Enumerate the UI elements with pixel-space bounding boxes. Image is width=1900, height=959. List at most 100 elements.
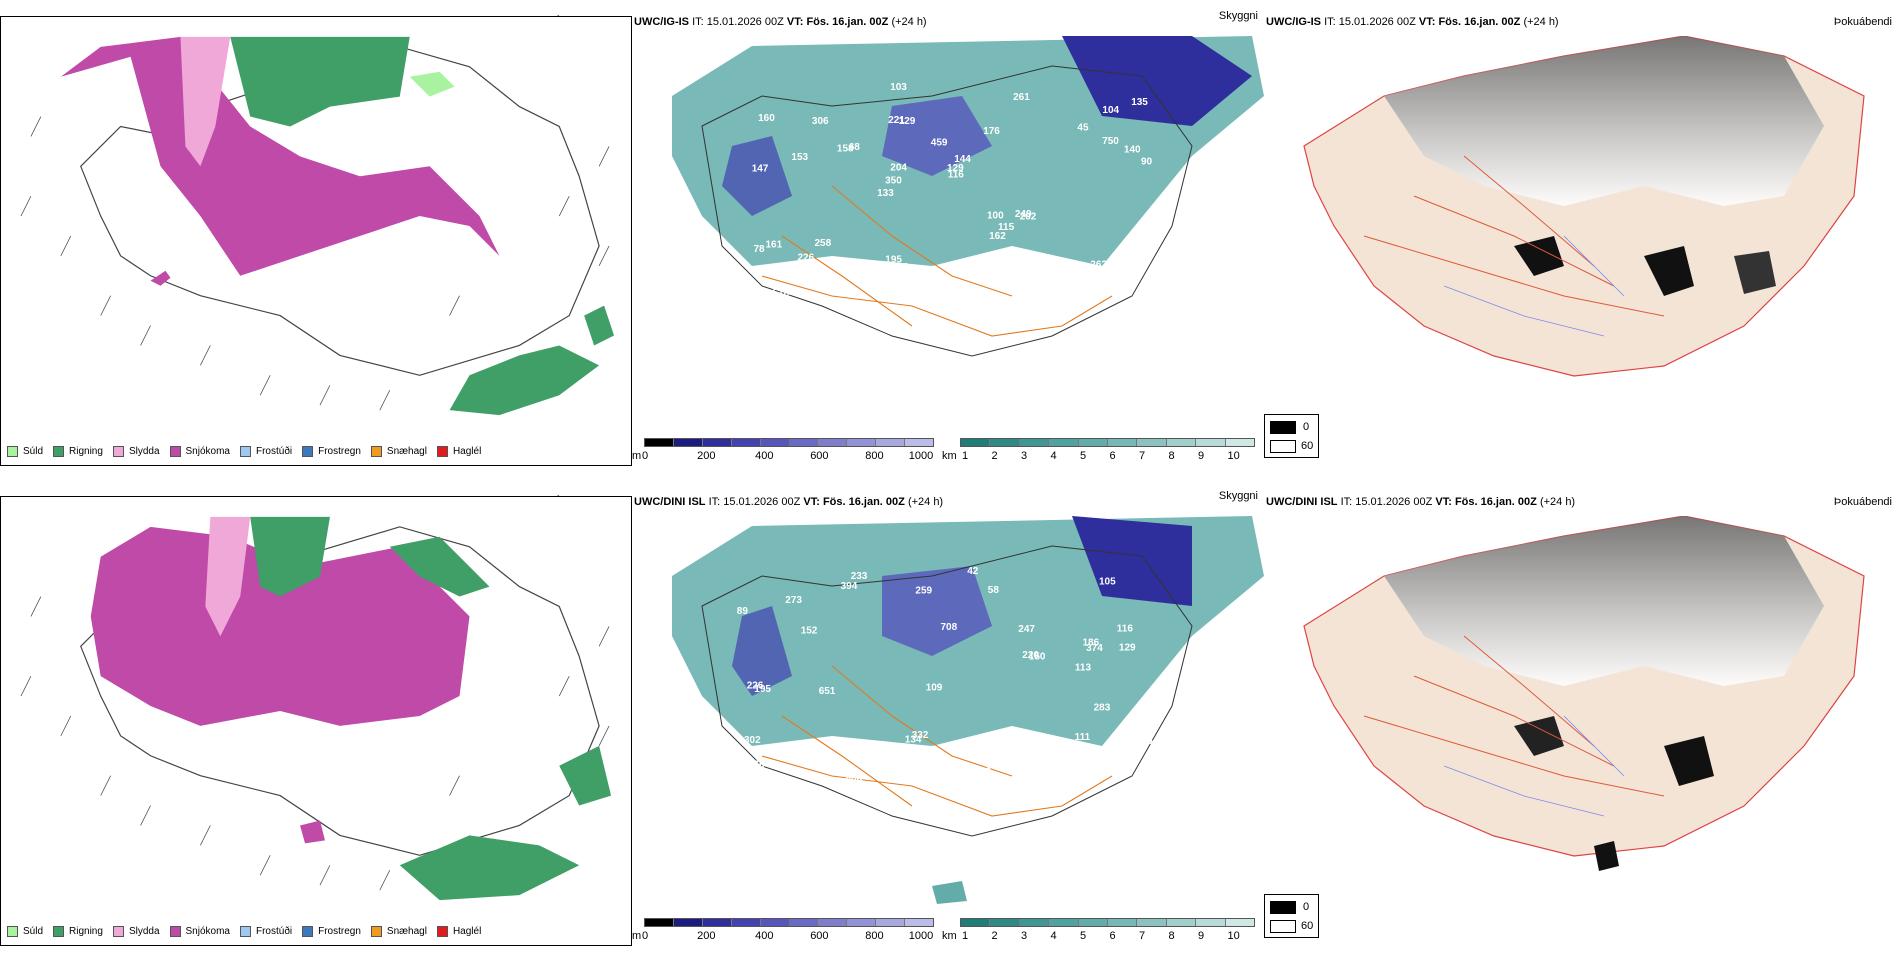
forecast-row-2: UWC/DINI ISL IT: 15.01.2026 00Z VT: Fös.…	[0, 490, 1900, 959]
forecast-row-1: UWC/IG-IS IT: 15.01.2026 00Z VT: Fös. 16…	[0, 10, 1900, 479]
panel-type-label: Skyggni	[1218, 490, 1258, 502]
ceiling-value-label: 366	[748, 760, 765, 771]
it-value: 15.01.2026 00Z	[706, 16, 784, 28]
ceiling-value-label: 273	[785, 595, 802, 606]
legend-item-suld: Súld	[7, 446, 43, 457]
it-label: IT:	[1340, 496, 1353, 508]
ceiling-value-label: 374	[1086, 643, 1103, 654]
visibility-bar	[960, 438, 1255, 447]
legend-swatch	[302, 926, 314, 937]
fog-panel: UWC/DINI ISL IT: 15.01.2026 00Z VT: Fös.…	[1264, 494, 1896, 944]
ceiling-value-label: 283	[1094, 703, 1111, 714]
ceiling-value-label: 115	[998, 222, 1015, 233]
ceiling-value-label: 319	[842, 741, 859, 752]
ceiling-value-label: 221	[888, 115, 905, 126]
ceiling-colorbar: m 0 200 400 600 800 1000	[632, 916, 934, 950]
vt-value: Fös. 16.jan. 00Z	[806, 16, 889, 28]
fog-map[interactable]	[1264, 516, 1896, 926]
ceiling-value-label: 181	[1112, 742, 1129, 753]
fog-legend-max: 60	[1301, 440, 1314, 452]
legend-item-suld: Súld	[7, 926, 43, 937]
legend-item-frostudi: Frostúði	[239, 926, 292, 937]
visibility-unit: km	[942, 450, 957, 462]
it-value: 15.01.2026 00Z	[1355, 496, 1433, 508]
lead-time: (+24 h)	[891, 16, 927, 28]
ceiling-value-label: 100	[987, 210, 1004, 221]
ceiling-value-label: 58	[988, 585, 1000, 596]
fog-legend: 0 60	[1264, 414, 1319, 458]
vt-value: Fös. 16.jan. 00Z	[822, 496, 905, 508]
legend-item-slydda: Slydda	[112, 446, 160, 457]
ceiling-value-label: 117	[813, 282, 830, 293]
legend-swatch	[7, 446, 18, 457]
ceiling-value-label: 350	[885, 176, 902, 187]
legend-item-snjokoma: Snjókoma	[169, 926, 230, 937]
legend-swatch	[53, 446, 65, 457]
it-label: IT:	[692, 16, 704, 28]
panel-title: UWC/DINI ISL IT: 15.01.2026 00Z VT: Fös.…	[634, 494, 943, 510]
vt-value: Fös. 16.jan. 00Z	[1454, 496, 1537, 508]
ceiling-value-label: 262	[1090, 259, 1107, 270]
ceiling-value-label: 259	[915, 586, 932, 597]
vt-label: VT:	[1418, 16, 1436, 28]
ceiling-value-label: 204	[890, 163, 907, 174]
ceiling-value-label: 129	[947, 163, 964, 174]
ceiling-value-label: 123	[978, 262, 995, 273]
ceiling-value-label: 518	[773, 288, 790, 299]
ceiling-value-label: 12	[1082, 772, 1094, 783]
ceiling-value-label: 113	[1075, 662, 1092, 673]
ceiling-labels: 111 116 181 708 366 233 186 319 105 152 129 89 113 43…	[737, 566, 1153, 787]
ceiling-ticks: 0 200 400 600 800 1000	[642, 450, 934, 462]
ceiling-value-label: 332	[912, 730, 929, 741]
ceiling-value-label: 161	[766, 239, 783, 250]
fog-map[interactable]	[1264, 36, 1896, 446]
ceiling-value-label: 232	[934, 297, 951, 308]
precip-type-map[interactable]	[0, 16, 632, 440]
model-name: UWC/DINI ISL	[1266, 496, 1338, 508]
ceiling-value-label: 220	[1022, 650, 1039, 661]
visibility-map[interactable]: 111 116 181 708 366 233 186 319 105 152 129 89 113 43…	[632, 516, 1264, 926]
vt-label: VT:	[1435, 496, 1452, 508]
ceiling-value-label: 261	[1013, 92, 1030, 103]
visibility-map[interactable]: 108 147 104 133 176 518 221 459 161 68 76 251 129 144…	[632, 36, 1264, 446]
fog-panel: UWC/IG-IS IT: 15.01.2026 00Z VT: Fös. 16…	[1264, 14, 1896, 464]
visibility-unit: km	[942, 930, 957, 942]
panel-type-label: Skyggni	[1218, 10, 1258, 22]
ceiling-value-label: 150	[1029, 651, 1046, 662]
ceiling-value-label: 195	[754, 684, 771, 695]
legend-swatch	[370, 446, 382, 457]
ceiling-value-label: 317	[1059, 762, 1076, 773]
ceiling-value-label: 116	[948, 169, 965, 180]
fog-legend-swatch-black	[1270, 901, 1296, 914]
ceiling-value-label: 84	[739, 289, 751, 300]
ceiling-value-label: 68	[849, 142, 861, 153]
precip-type-map[interactable]	[0, 496, 632, 920]
legend-swatch	[302, 446, 314, 457]
precip-type-panel: UWC/IG-IS IT: 15.01.2026 00Z VT: Fös. 16…	[0, 14, 632, 466]
it-label: IT:	[708, 496, 721, 508]
ceiling-value-label: 249	[1015, 209, 1032, 220]
visibility-colorbar: km 1 2 3 4 5 6 7 8 9 10	[942, 916, 1262, 950]
ceiling-labels: 1081471041331765182214591616876251129144…	[734, 82, 1152, 311]
ceiling-unit: m	[632, 450, 642, 462]
visibility-panel: UWC/DINI ISL IT: 15.01.2026 00Z VT: Fös.…	[632, 490, 1264, 944]
ceiling-value-label: 459	[931, 138, 948, 149]
ceiling-value-label: 267	[1101, 747, 1118, 758]
ceiling-value-label: 104	[1102, 105, 1119, 116]
vt-label: VT:	[786, 16, 804, 28]
ceiling-value-label: 45	[1077, 122, 1089, 133]
ceiling-value-label: 147	[752, 164, 769, 175]
ceiling-value-label: 116	[1117, 623, 1134, 634]
ceiling-value-label: 103	[890, 82, 907, 93]
lead-time: (+24 h)	[1539, 496, 1576, 508]
ceiling-value-label: 111	[1075, 732, 1091, 743]
model-name: UWC/IG-IS	[634, 16, 689, 28]
ceiling-value-label: 76	[734, 275, 746, 286]
legend-swatch	[239, 446, 251, 457]
fog-legend: 0 60	[1264, 894, 1319, 938]
ceiling-value-label: 209	[846, 776, 863, 787]
legend-item-snjokoma: Snjókoma	[169, 446, 230, 457]
visibility-panel: UWC/IG-IS IT: 15.01.2026 00Z VT: Fös. 16…	[632, 10, 1264, 464]
ceiling-value-label: 144	[954, 154, 971, 165]
ceiling-value-label: 162	[989, 231, 1006, 242]
